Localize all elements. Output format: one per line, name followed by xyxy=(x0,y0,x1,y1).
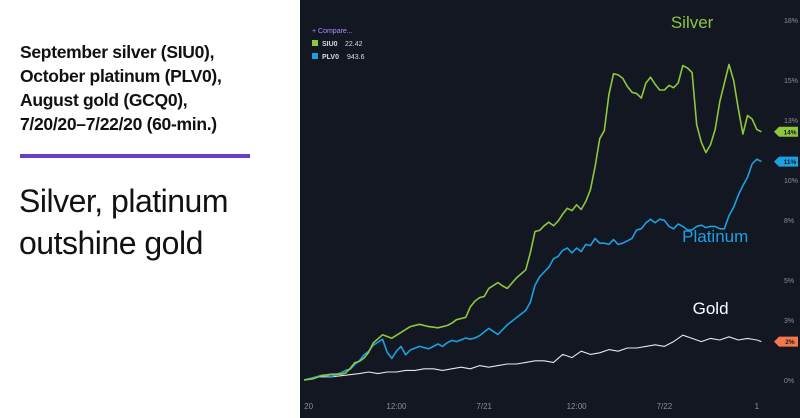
price-chart: 18% 15% 13% 10% 8% 5% 3% 0% 20 12:00 7/21 12:00 7/22… xyxy=(300,0,800,418)
series-line-platinum xyxy=(303,158,762,381)
y-tick-label: 13% xyxy=(784,118,798,125)
last-value-badge-gold: 2% xyxy=(774,336,798,347)
series-line-gold xyxy=(303,334,762,381)
headline-line-1: September silver (SIU0), xyxy=(20,42,215,62)
y-tick-label: 15% xyxy=(784,78,798,85)
chart-background xyxy=(300,0,800,418)
chart-subtitle: Silver, platinum outshine gold xyxy=(19,180,294,264)
subtitle-line-1: Silver, platinum xyxy=(19,183,228,219)
y-tick-label: 18% xyxy=(784,18,798,25)
y-tick-label: 0% xyxy=(784,378,794,385)
series-label-gold: Gold xyxy=(693,299,729,318)
y-tick-label: 8% xyxy=(784,218,794,225)
x-tick-label: 7/21 xyxy=(476,402,492,411)
chart-headline: September silver (SIU0), October platinu… xyxy=(20,40,295,136)
legend-symbol-platinum: PLV0 xyxy=(322,54,339,61)
last-value-badge-platinum: 11% xyxy=(774,156,798,167)
y-tick-label: 10% xyxy=(784,178,798,185)
headline-line-4: 7/20/20–7/22/20 (60-min.) xyxy=(20,114,217,134)
y-tick-label: 3% xyxy=(784,318,794,325)
accent-rule xyxy=(20,154,250,158)
legend-swatch-platinum xyxy=(312,53,318,59)
headline-line-2: October platinum (PLV0), xyxy=(20,66,222,86)
x-tick-label: 20 xyxy=(304,402,313,411)
series-line-silver xyxy=(303,63,762,381)
x-tick-label: 1 xyxy=(755,402,760,411)
svg-text:2%: 2% xyxy=(785,339,795,346)
x-tick-label: 12:00 xyxy=(567,402,588,411)
legend-value-silver: 22.42 xyxy=(345,41,363,48)
headline-line-3: August gold (GCQ0), xyxy=(20,90,188,110)
subtitle-line-2: outshine gold xyxy=(19,225,203,261)
legend-value-platinum: 943.6 xyxy=(347,54,365,61)
legend: + Compare... SIU0 22.42 PLV0 943.6 xyxy=(312,28,365,61)
legend-symbol-silver: SIU0 xyxy=(322,41,338,48)
y-tick-label: 5% xyxy=(784,278,794,285)
legend-swatch-silver xyxy=(312,40,318,46)
svg-text:11%: 11% xyxy=(784,159,797,166)
svg-text:14%: 14% xyxy=(783,129,796,136)
x-tick-label: 7/22 xyxy=(657,402,673,411)
series-label-platinum: Platinum xyxy=(682,227,748,246)
caption-panel: September silver (SIU0), October platinu… xyxy=(0,0,300,418)
x-tick-label: 12:00 xyxy=(386,402,407,411)
last-value-badge-silver: 14% xyxy=(774,126,798,137)
series-label-silver: Silver xyxy=(671,13,714,32)
compare-button[interactable]: + Compare... xyxy=(312,28,353,35)
